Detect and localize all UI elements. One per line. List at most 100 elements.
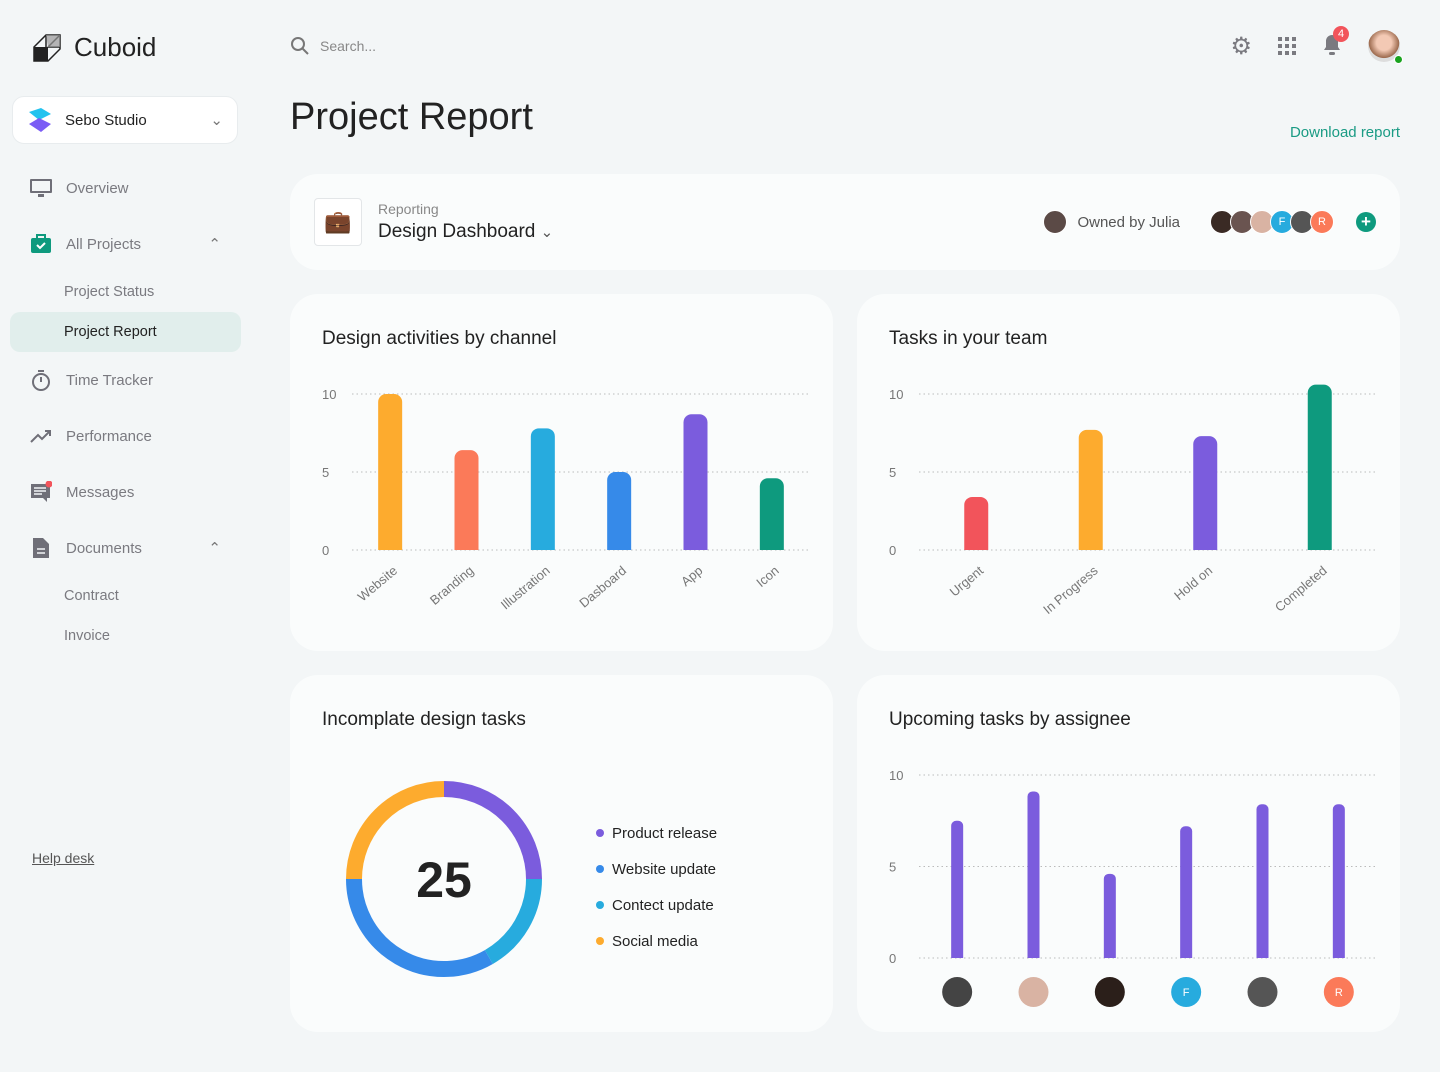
chart-title: Upcoming tasks by assignee — [889, 709, 1131, 730]
sidebar-item-contract[interactable]: Contract — [10, 576, 241, 616]
legend-item: Website update — [596, 851, 717, 887]
search-bar[interactable]: Search... — [290, 36, 376, 56]
sidebar-item-label: Time Tracker — [66, 371, 153, 389]
logo[interactable]: Cuboid — [32, 32, 156, 63]
report-category: Reporting — [378, 201, 439, 217]
member-avatars[interactable]: F R — [1210, 210, 1334, 234]
donut-chart: 25 — [346, 781, 542, 977]
bar — [1180, 826, 1193, 958]
bar — [1332, 804, 1345, 958]
owner-label: Owned by Julia — [1077, 213, 1180, 231]
cube-logo-icon — [33, 33, 61, 62]
sidebar-item-project-status[interactable]: Project Status — [10, 272, 241, 312]
sidebar-item-label: Performance — [66, 427, 152, 445]
bar — [951, 820, 964, 958]
search-icon — [291, 37, 309, 55]
sidebar-item-performance[interactable]: Performance — [10, 416, 241, 456]
assignee-avatar — [1171, 977, 1202, 1007]
message-icon — [30, 481, 52, 503]
y-tick-label: 5 — [322, 465, 329, 480]
y-tick-label: 5 — [889, 465, 896, 480]
donut-total: 25 — [416, 852, 472, 908]
sidebar-item-label: Overview — [66, 179, 129, 197]
bar — [683, 414, 708, 550]
chevron-down-icon: ⌄ — [540, 224, 554, 241]
channel-bar-chart: 0 5 10 Website Branding Illustration Dasboard A… — [322, 387, 810, 612]
y-tick-label: 0 — [889, 951, 896, 966]
x-tick-label: Branding — [427, 563, 477, 608]
member-avatar — [1210, 210, 1234, 234]
bar — [759, 478, 784, 550]
legend-item: Contect update — [596, 887, 717, 923]
user-avatar[interactable] — [1368, 30, 1403, 64]
assignee-initial: F — [1183, 987, 1190, 999]
stopwatch-icon — [30, 369, 52, 391]
trend-icon — [30, 425, 52, 447]
x-tick-label: App — [678, 563, 705, 589]
y-tick-label: 0 — [322, 543, 329, 558]
help-desk-link[interactable]: Help desk — [32, 850, 95, 866]
sidebar-item-documents[interactable]: Documents ⌃ — [10, 528, 241, 568]
sidebar-item-label: Project Status — [64, 284, 155, 300]
donut-legend: Product release Website update Contect u… — [596, 815, 717, 959]
assignee-avatar — [942, 977, 973, 1007]
team-bar-chart: 0 5 10 Urgent In Progress Hold on Completed — [889, 384, 1377, 617]
online-status-dot — [1394, 55, 1403, 64]
x-tick-label: Website — [355, 563, 400, 605]
bar — [607, 472, 632, 550]
donut-segment — [484, 878, 542, 964]
chart-title: Incomplate design tasks — [322, 709, 526, 730]
assignee-avatar — [1018, 977, 1049, 1007]
workspace-selector[interactable]: Sebo Studio ⌄ — [12, 96, 238, 144]
chevron-up-icon[interactable]: ⌃ — [208, 540, 221, 557]
chart-title: Tasks in your team — [889, 328, 1048, 349]
dashboard-name: Design Dashboard — [378, 221, 536, 242]
bar — [378, 394, 403, 550]
sidebar-item-time-tracker[interactable]: Time Tracker — [10, 360, 241, 400]
owner-avatar — [1043, 210, 1068, 234]
x-tick-label: Dasboard — [576, 563, 629, 611]
notification-badge: 4 — [1333, 25, 1349, 42]
workspace-name: Sebo Studio — [65, 111, 147, 129]
y-tick-label: 10 — [889, 387, 903, 402]
bar — [1307, 384, 1332, 550]
sidebar-item-all-projects[interactable]: All Projects ⌃ — [10, 224, 241, 264]
sidebar-item-label: All Projects — [66, 235, 142, 253]
donut-segment — [346, 781, 445, 880]
chart-card-channel: Design activities by channel 0 5 10 Website… — [290, 294, 833, 651]
x-tick-label: Urgent — [947, 563, 987, 600]
member-avatar: R — [1310, 210, 1334, 234]
legend-item: Social media — [596, 923, 717, 959]
chart-card-incomplete: Incomplate design tasks 25 Product relea… — [290, 675, 833, 1032]
x-tick-label: In Progress — [1040, 562, 1101, 617]
bar — [1256, 804, 1269, 958]
chart-title: Design activities by channel — [322, 328, 557, 349]
gear-icon[interactable]: ⚙ — [1230, 32, 1252, 60]
bar — [1078, 429, 1103, 550]
x-tick-label: Hold on — [1171, 563, 1215, 603]
sidebar-item-invoice[interactable]: Invoice — [10, 616, 241, 656]
chevron-up-icon[interactable]: ⌃ — [208, 236, 221, 253]
download-report-link[interactable]: Download report — [1289, 124, 1400, 141]
bar — [964, 496, 989, 550]
sidebar-item-overview[interactable]: Overview — [10, 168, 241, 208]
notifications-button[interactable]: 4 — [1322, 25, 1349, 61]
briefcase-check-icon — [30, 233, 52, 255]
sidebar-item-label: Contract — [64, 588, 119, 604]
app-name: Cuboid — [74, 32, 157, 62]
donut-segment — [346, 878, 493, 977]
add-member-button[interactable]: + — [1356, 212, 1376, 232]
sidebar-item-messages[interactable]: Messages — [10, 472, 241, 512]
chart-card-assignee: Upcoming tasks by assignee 0 5 10 F R — [857, 675, 1400, 1032]
assignee-avatar — [1094, 977, 1125, 1007]
sidebar-item-label: Messages — [66, 483, 135, 501]
bar — [454, 450, 479, 550]
bar — [1193, 436, 1218, 550]
sidebar-item-project-report[interactable]: Project Report — [10, 312, 241, 352]
donut-segment — [443, 781, 542, 880]
y-tick-label: 5 — [889, 860, 896, 875]
search-input[interactable]: Search... — [320, 38, 377, 54]
apps-grid-icon[interactable] — [1278, 37, 1296, 55]
y-tick-label: 0 — [889, 543, 896, 558]
dashboard-selector[interactable]: Design Dashboard ⌄ — [378, 221, 553, 243]
